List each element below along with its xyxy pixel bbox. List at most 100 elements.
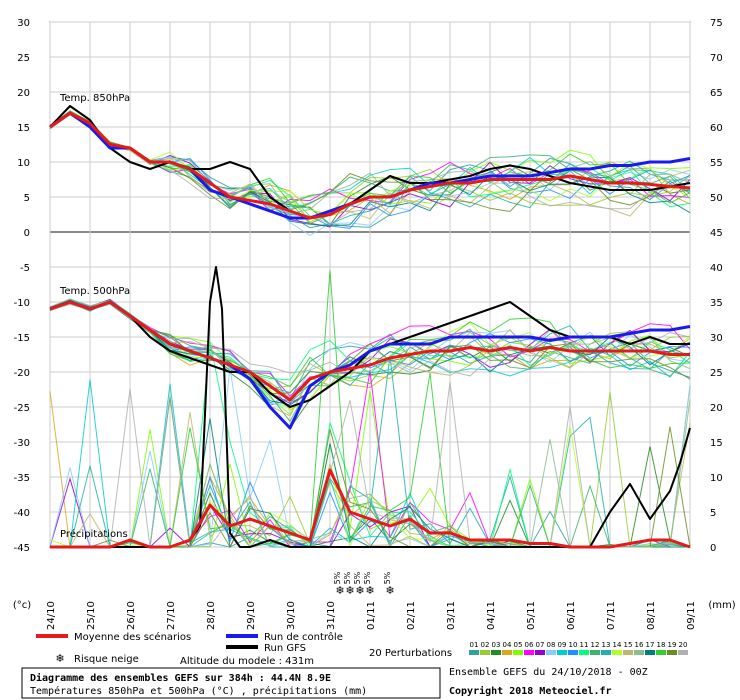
y-right-unit: (mm)	[708, 600, 735, 611]
y-right-tick-label: 30	[710, 333, 723, 344]
legend-perturbation-number: 15	[624, 641, 633, 649]
series-line-t850	[49, 111, 691, 220]
y-right-tick-label: 35	[710, 298, 723, 309]
legend-perturbation-swatch	[524, 650, 534, 655]
y-right-tick-label: 75	[710, 18, 723, 29]
perturbation-line	[49, 112, 691, 225]
x-tick-label: 09/11	[686, 601, 697, 630]
y-right-tick-label: 10	[710, 473, 723, 484]
legend-perturbation-swatch	[667, 650, 677, 655]
perturbation-line	[49, 112, 691, 229]
x-tick-label: 30/10	[286, 601, 297, 630]
y-left-tick-label: 20	[17, 88, 30, 99]
snow-risk-percent: 5%	[363, 571, 372, 584]
legend-perturbation-number: 11	[580, 641, 589, 649]
legend-perturbation-number: 03	[492, 641, 501, 649]
y-left-tick-label: -45	[14, 543, 30, 554]
legend-perturbation-number: 02	[481, 641, 490, 649]
y-left-unit: (°c)	[13, 600, 31, 611]
legend-perturbation-swatch	[656, 650, 666, 655]
legend-perturbation-number: 16	[635, 641, 644, 649]
legend-perturbation-swatch	[678, 650, 688, 655]
x-tick-label: 29/10	[246, 601, 257, 630]
snowflake-icon: ❄	[355, 584, 364, 597]
series-line-t850	[49, 105, 691, 219]
legend-perturbation-number: 08	[547, 641, 556, 649]
y-right-tick-label: 60	[710, 123, 723, 134]
legend-perturbation-swatch	[480, 650, 490, 655]
footer-copyright: Copyright 2018 Meteociel.fr	[449, 685, 612, 697]
legend-perturbation-swatch	[491, 650, 501, 655]
x-tick-label: 03/11	[446, 601, 457, 630]
legend-label-altitude: Altitude du modele : 431m	[180, 656, 314, 667]
x-tick-label: 31/10	[326, 601, 337, 630]
y-right-tick-label: 15	[710, 438, 723, 449]
legend-label-perturbations: 20 Perturbations	[369, 648, 452, 659]
y-left-tick-label: -25	[14, 403, 30, 414]
legend-perturbation-number: 19	[668, 641, 677, 649]
y-right-tick-label: 40	[710, 263, 723, 274]
x-tick-label: 05/11	[526, 601, 537, 630]
x-tick-label: 24/10	[46, 601, 57, 630]
y-left-tick-label: 15	[17, 123, 30, 134]
y-right-tick-label: 20	[710, 403, 723, 414]
legend-perturbation-number: 20	[679, 641, 688, 649]
y-right-tick-label: 25	[710, 368, 723, 379]
y-right-tick-label: 45	[710, 228, 723, 239]
x-tick-label: 27/10	[166, 601, 177, 630]
y-left-tick-label: -10	[14, 298, 30, 309]
legend-perturbation-number: 01	[470, 641, 479, 649]
footer-subtitle: Températures 850hPa et 500hPa (°C) , pré…	[30, 685, 367, 697]
perturbation-line	[49, 110, 691, 236]
y-left-tick-label: 0	[24, 228, 30, 239]
y-left-tick-label: -5	[20, 263, 30, 274]
y-right-tick-label: 70	[710, 53, 723, 64]
legend-perturbation-swatch	[535, 650, 545, 655]
y-left-tick-label: -30	[14, 438, 30, 449]
legend-perturbation-swatch	[502, 650, 512, 655]
y-right-tick-label: 50	[710, 193, 723, 204]
x-tick-label: 06/11	[566, 601, 577, 630]
footer-title: Diagramme des ensembles GEFS sur 384h : …	[30, 672, 331, 684]
x-tick-label: 07/11	[606, 601, 617, 630]
legend-perturbation-number: 09	[558, 641, 567, 649]
x-tick-label: 28/10	[206, 601, 217, 630]
panel-label-precip: Précipitations	[60, 528, 128, 540]
perturbation-line	[49, 111, 691, 215]
x-tick-label: 26/10	[126, 601, 137, 630]
y-left-tick-label: -20	[14, 368, 30, 379]
snow-risk-percent: 5%	[343, 571, 352, 584]
y-left-tick-label: 10	[17, 158, 30, 169]
legend-perturbation-swatch	[601, 650, 611, 655]
footer-run-info: Ensemble GEFS du 24/10/2018 - 00Z	[449, 667, 648, 678]
legend-label-control: Run de contrôle	[264, 631, 343, 643]
series-line-t500	[49, 300, 690, 402]
y-left-tick-label: -35	[14, 473, 30, 484]
legend-perturbation-swatch	[469, 650, 479, 655]
legend-perturbation-swatch	[579, 650, 589, 655]
legend-perturbation-swatch	[546, 650, 556, 655]
legend-label-snow-risk: Risque neige	[74, 654, 139, 665]
y-right-tick-label: 65	[710, 88, 723, 99]
y-left-tick-label: 5	[24, 193, 30, 204]
y-right-tick-label: 0	[710, 543, 716, 554]
y-left-tick-label: 30	[17, 18, 30, 29]
legend-perturbation-number: 04	[503, 641, 512, 649]
snowflake-icon: ❄	[335, 584, 344, 597]
footer-box	[21, 667, 441, 699]
legend-perturbation-number: 05	[514, 641, 523, 649]
y-right-tick-label: 55	[710, 158, 723, 169]
legend-perturbation-swatch	[568, 650, 578, 655]
legend-label-mean: Moyenne des scénarios	[74, 631, 191, 643]
snow-risk-percent: 5%	[383, 571, 392, 584]
legend-perturbation-swatch	[612, 650, 622, 655]
y-right-tick-label: 5	[710, 508, 716, 519]
legend-perturbation-swatch	[645, 650, 655, 655]
x-tick-label: 01/11	[366, 601, 377, 630]
perturbation-line	[49, 300, 691, 388]
perturbation-line	[50, 381, 691, 548]
series-line-precip	[50, 468, 691, 549]
snow-risk-percent: 5%	[333, 571, 342, 584]
legend-perturbation-number: 13	[602, 641, 611, 649]
